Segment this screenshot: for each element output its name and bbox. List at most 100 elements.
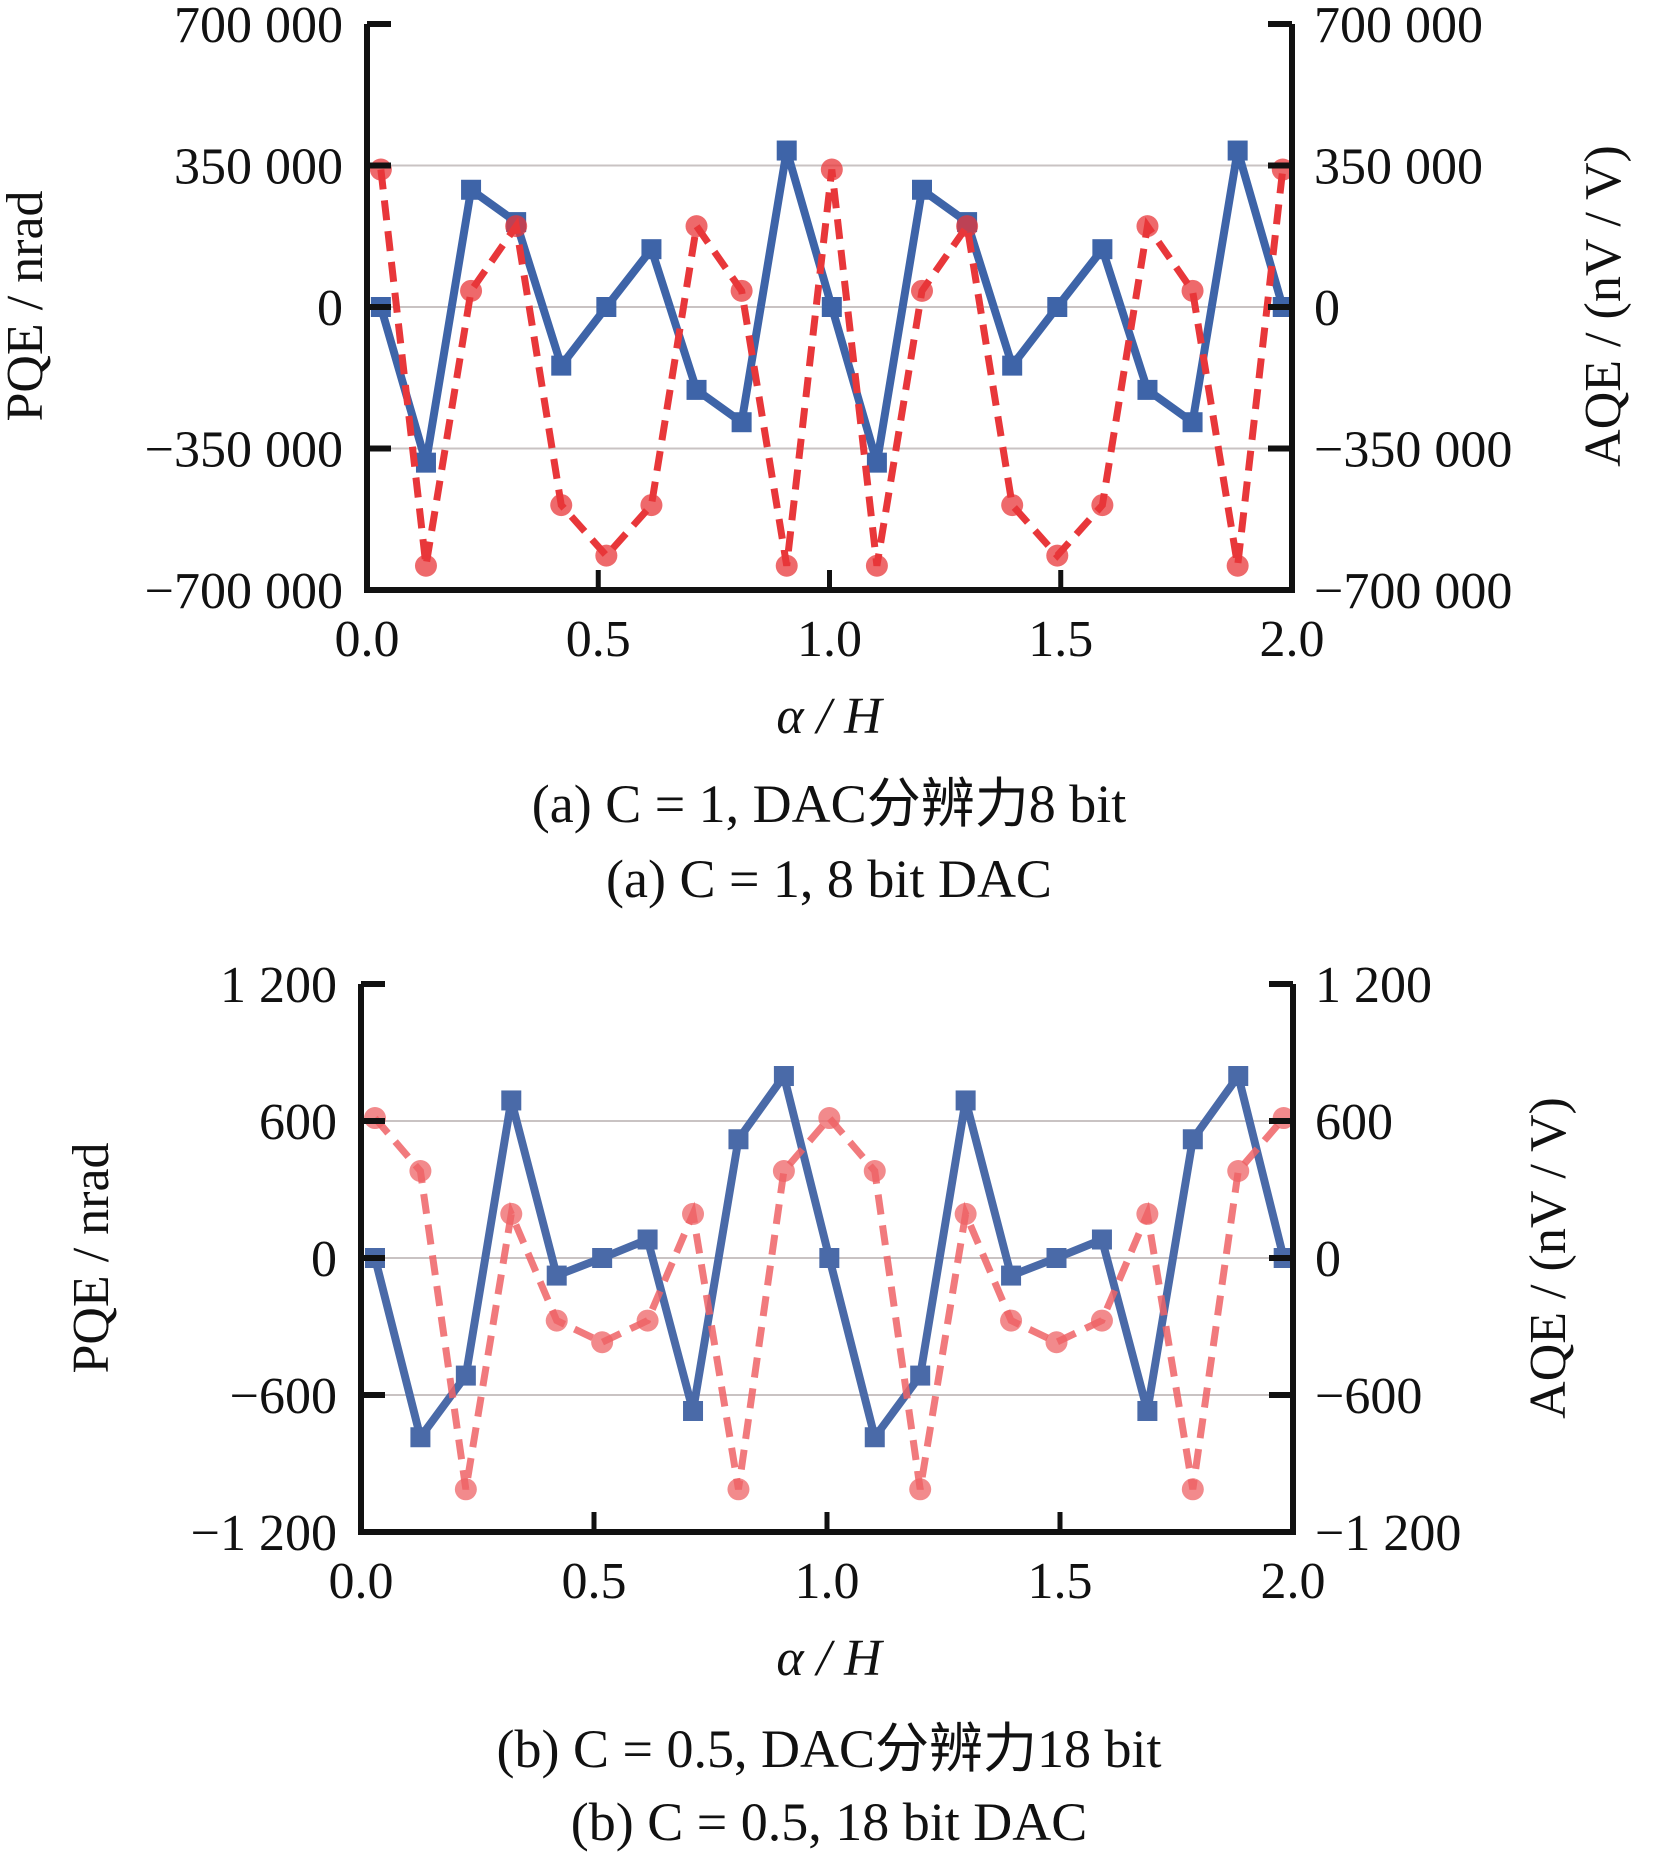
- y-axis-title-right-a: AQE / (nV / V): [1575, 145, 1632, 467]
- data-point-circle: [1227, 1160, 1250, 1183]
- caption-cn-a: (a) C = 1, DAC分辨力8 bit: [532, 774, 1126, 834]
- data-point-square: [592, 1248, 613, 1268]
- data-point-circle: [730, 279, 753, 302]
- series-aqe: [363, 1107, 1295, 1501]
- data-point-circle: [409, 1160, 432, 1183]
- caption-en-b: (b) C = 0.5, 18 bit DAC: [571, 1792, 1087, 1852]
- data-point-square: [546, 1265, 567, 1286]
- chart-panel-a: 700 000 700 000 350 000 350 000 0 0 −350 000 −3…: [0, 0, 1632, 909]
- data-point-square: [1002, 355, 1023, 376]
- data-point-circle: [682, 1202, 705, 1225]
- data-point-square: [728, 1129, 749, 1150]
- data-point-circle: [550, 494, 573, 517]
- data-point-circle: [595, 544, 618, 567]
- data-point-circle: [1136, 215, 1159, 238]
- y-tick-label-left: 0: [311, 1231, 337, 1288]
- series-aqe: [369, 158, 1294, 577]
- data-point-square: [1092, 239, 1113, 260]
- data-point-circle: [414, 554, 437, 577]
- x-tick-label: 1.0: [797, 611, 862, 668]
- data-point-square: [1228, 1066, 1249, 1087]
- data-point-circle: [909, 1478, 932, 1501]
- x-tick-label: 2.0: [1260, 611, 1325, 668]
- y-tick-label-right: −700 000: [1314, 563, 1512, 620]
- axes-a: [364, 21, 1295, 593]
- data-point-circle: [1136, 1202, 1159, 1225]
- y-tick-label-right: 600: [1315, 1094, 1393, 1151]
- y-tick-label-left: −600: [230, 1368, 337, 1425]
- data-point-square: [776, 140, 797, 161]
- series-b: [363, 1066, 1295, 1501]
- data-point-circle: [369, 158, 392, 181]
- data-point-circle: [500, 1202, 523, 1225]
- data-point-square: [1182, 1129, 1203, 1150]
- x-tick-label: 0.0: [329, 1553, 394, 1610]
- data-point-circle: [1181, 1478, 1204, 1501]
- y-tick-label-right: 1 200: [1315, 957, 1432, 1014]
- data-point-square: [641, 239, 662, 260]
- data-point-circle: [775, 554, 798, 577]
- data-point-circle: [820, 158, 843, 181]
- data-point-circle: [865, 554, 888, 577]
- data-point-square: [1227, 140, 1248, 161]
- y-tick-label-right: 0: [1314, 280, 1340, 337]
- data-point-square: [1091, 1229, 1112, 1250]
- data-point-square: [773, 1066, 794, 1087]
- data-point-circle: [1001, 494, 1024, 517]
- data-point-square: [819, 1248, 840, 1268]
- y-tick-label-left: 0: [317, 280, 343, 337]
- data-point-circle: [1045, 1331, 1068, 1354]
- y-tick-label-left: −700 000: [145, 563, 343, 620]
- data-point-square: [1182, 412, 1203, 433]
- data-point-circle: [454, 1478, 477, 1501]
- y-axis-title-left-b: PQE / nrad: [63, 1142, 120, 1373]
- data-point-square: [912, 179, 932, 200]
- data-point-square: [596, 297, 617, 317]
- data-point-circle: [636, 1309, 659, 1332]
- y-tick-label-right: 700 000: [1314, 0, 1483, 54]
- data-point-circle: [1090, 1309, 1113, 1332]
- data-point-circle: [956, 215, 979, 238]
- data-point-square: [1001, 1265, 1022, 1286]
- data-point-square: [683, 1400, 704, 1421]
- axes-b: [358, 981, 1296, 1535]
- data-point-circle: [640, 494, 663, 517]
- series-line-aqe: [372, 1112, 1287, 1490]
- data-point-circle: [1091, 494, 1114, 517]
- data-point-square: [821, 297, 842, 317]
- data-point-circle: [911, 279, 933, 302]
- y-axis-title-right-b: AQE / (nV / V): [1520, 1097, 1577, 1419]
- data-point-square: [864, 1427, 885, 1448]
- y-axis-title-left-a: PQE / nrad: [0, 190, 54, 421]
- data-point-square: [551, 355, 572, 376]
- caption-en-a: (a) C = 1, 8 bit DAC: [606, 849, 1052, 909]
- data-point-circle: [863, 1160, 886, 1183]
- data-point-square: [501, 1090, 522, 1111]
- y-tick-label-left: 1 200: [220, 957, 337, 1014]
- y-tick-label-right: −600: [1315, 1368, 1422, 1425]
- x-tick-label: 1.5: [1028, 1553, 1093, 1610]
- y-tick-label-left: 350 000: [174, 139, 343, 196]
- data-point-square: [455, 1365, 476, 1386]
- data-point-circle: [545, 1309, 568, 1332]
- x-tick-label: 1.5: [1028, 611, 1093, 668]
- x-axis-title-a: α / H: [776, 688, 884, 745]
- data-point-circle: [772, 1160, 795, 1183]
- y-tick-label-left: 700 000: [174, 0, 343, 54]
- data-point-square: [686, 379, 707, 400]
- x-tick-label: 2.0: [1261, 1553, 1326, 1610]
- y-tick-label-left: −350 000: [145, 422, 343, 479]
- data-point-square: [910, 1365, 931, 1386]
- data-point-square: [637, 1229, 658, 1250]
- y-tick-label-right: −1 200: [1315, 1505, 1461, 1562]
- data-point-circle: [818, 1107, 841, 1130]
- tick-labels-a: 700 000 700 000 350 000 350 000 0 0 −350 000 −3…: [145, 0, 1513, 668]
- data-point-circle: [505, 215, 528, 238]
- x-tick-label: 0.5: [562, 1553, 627, 1610]
- series-a: [369, 140, 1294, 577]
- x-axis-title-b: α / H: [776, 1630, 884, 1687]
- data-point-square: [731, 412, 752, 433]
- x-tick-label: 0.0: [335, 611, 400, 668]
